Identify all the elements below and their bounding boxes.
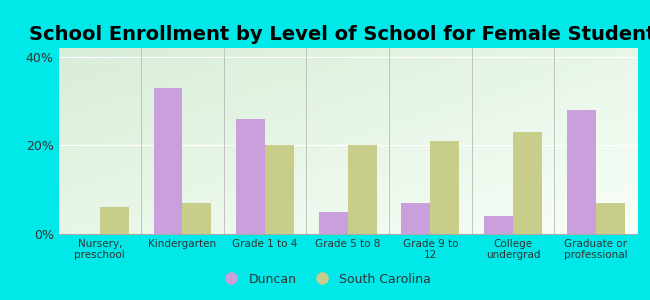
Bar xyxy=(430,141,460,234)
Bar xyxy=(236,119,265,234)
Bar xyxy=(513,132,542,234)
Bar xyxy=(595,203,625,234)
Bar xyxy=(567,110,595,234)
Bar xyxy=(348,146,377,234)
Bar xyxy=(183,203,211,234)
Title: School Enrollment by Level of School for Female Students: School Enrollment by Level of School for… xyxy=(29,25,650,44)
Bar xyxy=(484,216,513,234)
Bar xyxy=(153,88,183,234)
Bar xyxy=(100,207,129,234)
Bar xyxy=(402,203,430,234)
Legend: Duncan, South Carolina: Duncan, South Carolina xyxy=(214,268,436,291)
Bar xyxy=(318,212,348,234)
Bar xyxy=(265,146,294,234)
